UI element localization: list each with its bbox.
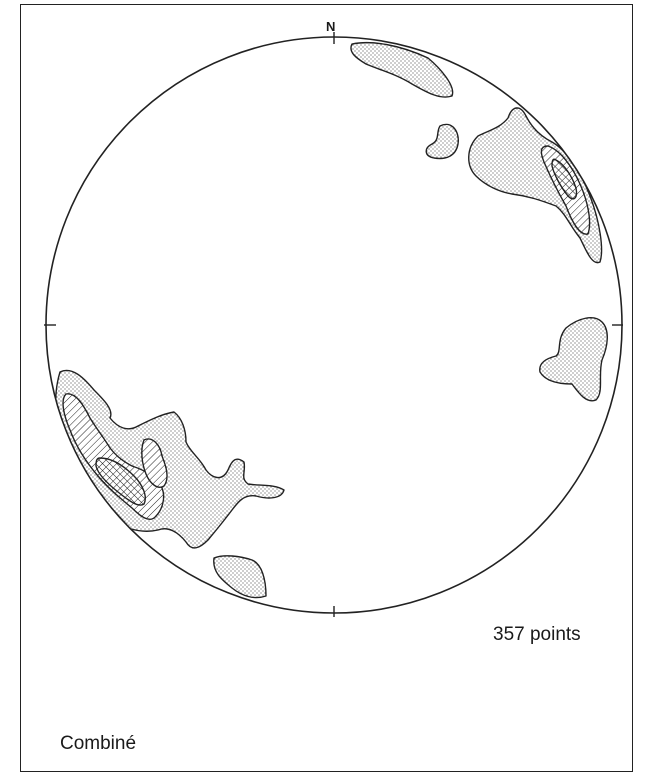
dataset-label: Combiné: [60, 733, 137, 754]
density-contour-e: [539, 317, 608, 402]
density-contour-ne-core: [551, 158, 578, 200]
density-contour-sw-inner-b: [141, 438, 168, 488]
north-label: N: [326, 19, 336, 34]
density-contour-ne: [468, 107, 603, 264]
density-contour-sw: [54, 369, 285, 549]
density-contour-small-ne: [425, 123, 459, 160]
density-contour-ne-rim: [350, 41, 454, 98]
point-count-label: 357 points: [493, 624, 581, 645]
density-contour-s: [213, 555, 267, 599]
density-contour-sw-core: [95, 457, 146, 506]
